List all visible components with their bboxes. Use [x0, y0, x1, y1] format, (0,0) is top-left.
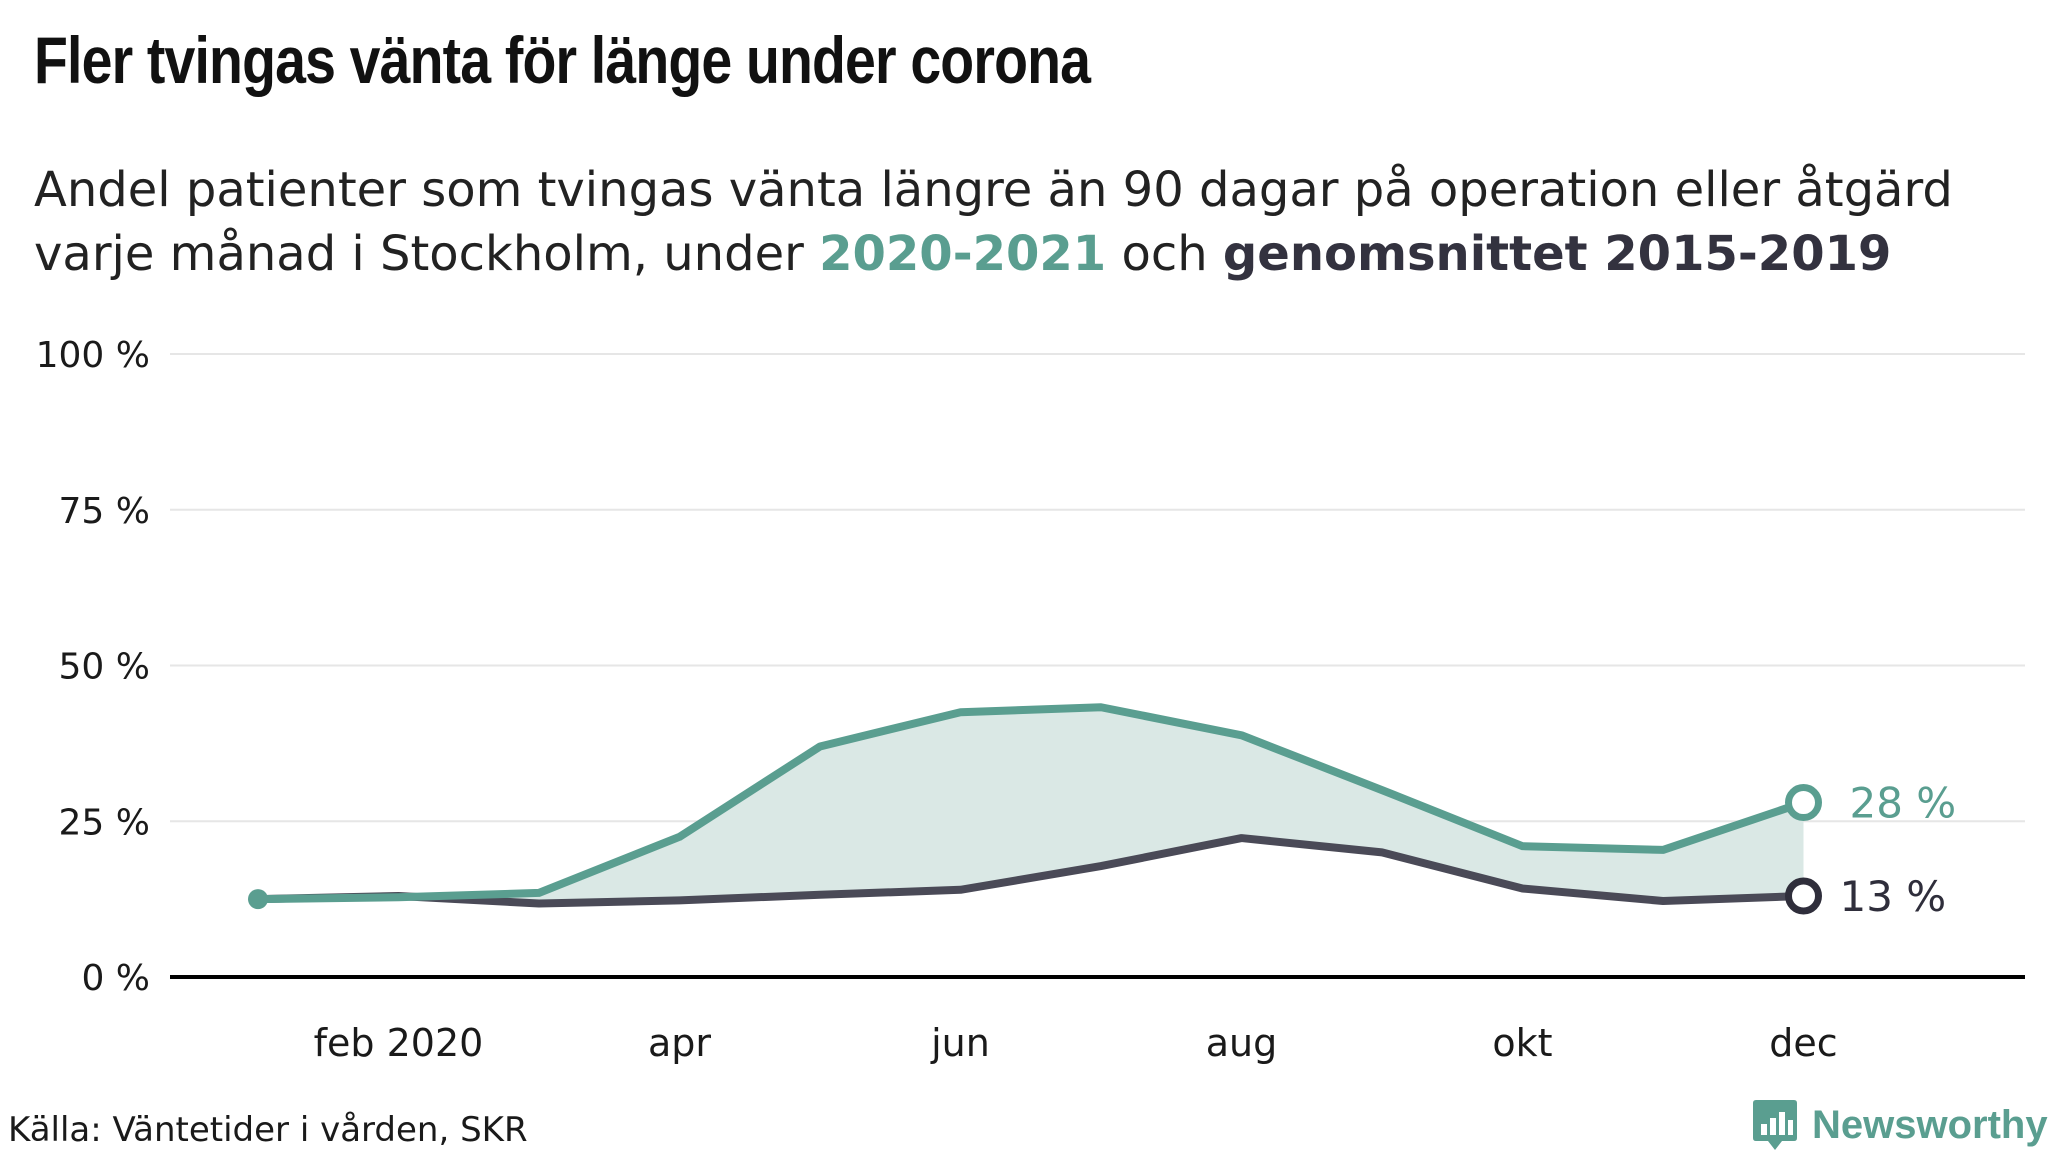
subtitle-connector: och — [1106, 226, 1223, 282]
end-marker-average — [1785, 877, 1822, 915]
brand-name: Newsworthy — [1812, 1102, 2048, 1147]
start-point-marker — [248, 889, 268, 910]
subtitle-line2-prefix: varje månad i Stockholm, under — [34, 226, 820, 282]
x-tick-label: okt — [1492, 1021, 1552, 1065]
end-marker-2020 — [1785, 784, 1822, 822]
legend-series-average: genomsnittet 2015-2019 — [1222, 226, 1892, 282]
end-label-average: 13 % — [1840, 872, 1947, 921]
y-tick-label: 0 % — [81, 958, 150, 999]
y-tick-label: 75 % — [59, 491, 150, 532]
series-line-2020 — [254, 703, 1808, 904]
y-tick-label: 25 % — [59, 802, 150, 843]
newsworthy-logo-icon — [1753, 1100, 1797, 1150]
x-tick-label: jun — [930, 1021, 990, 1065]
chart-subtitle: Andel patienter som tvingas vänta längre… — [34, 158, 2034, 286]
end-label-2020: 28 % — [1850, 779, 1957, 828]
y-tick-label: 100 % — [36, 335, 150, 376]
subtitle-line1: Andel patienter som tvingas vänta längre… — [34, 162, 1953, 218]
x-tick-label: dec — [1769, 1021, 1837, 1065]
y-tick-label: 50 % — [59, 647, 150, 688]
brand-logo[interactable]: Newsworthy — [1752, 1098, 2048, 1152]
source-note: Källa: Väntetider i vården, SKR — [8, 1110, 528, 1150]
legend-series-2020: 2020-2021 — [819, 226, 1107, 282]
x-tick-label: apr — [648, 1021, 711, 1065]
series-line-average — [254, 834, 1808, 908]
x-tick-label: aug — [1206, 1021, 1278, 1065]
x-tick-label: feb 2020 — [314, 1021, 484, 1065]
chart-title: Fler tvingas vänta för länge under coron… — [34, 23, 1091, 97]
